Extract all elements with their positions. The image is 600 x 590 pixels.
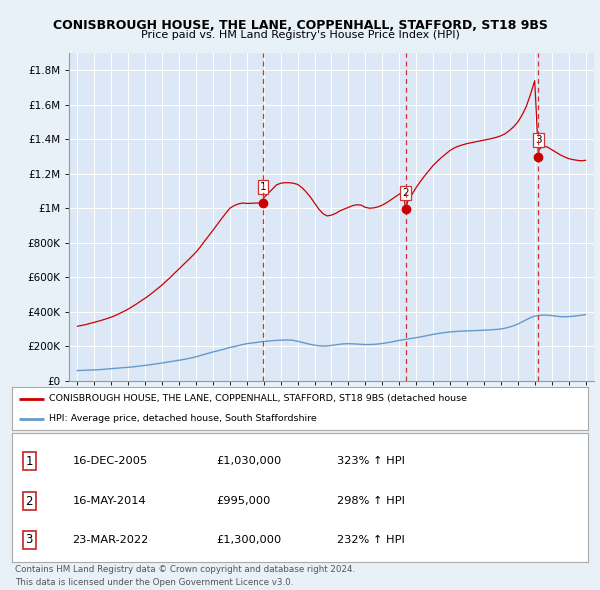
Text: 16-MAY-2014: 16-MAY-2014 — [73, 496, 146, 506]
Text: £995,000: £995,000 — [217, 496, 271, 506]
Text: CONISBROUGH HOUSE, THE LANE, COPPENHALL, STAFFORD, ST18 9BS: CONISBROUGH HOUSE, THE LANE, COPPENHALL,… — [53, 19, 547, 32]
Text: 3: 3 — [26, 533, 33, 546]
Text: 2: 2 — [26, 495, 33, 508]
Text: 1: 1 — [260, 182, 266, 192]
Text: 16-DEC-2005: 16-DEC-2005 — [73, 456, 148, 466]
Text: 232% ↑ HPI: 232% ↑ HPI — [337, 535, 406, 545]
Text: 323% ↑ HPI: 323% ↑ HPI — [337, 456, 406, 466]
Text: 298% ↑ HPI: 298% ↑ HPI — [337, 496, 406, 506]
Text: CONISBROUGH HOUSE, THE LANE, COPPENHALL, STAFFORD, ST18 9BS (detached house: CONISBROUGH HOUSE, THE LANE, COPPENHALL,… — [49, 395, 467, 404]
Text: £1,300,000: £1,300,000 — [217, 535, 282, 545]
Text: £1,030,000: £1,030,000 — [217, 456, 282, 466]
Text: 1: 1 — [26, 455, 33, 468]
Text: Price paid vs. HM Land Registry's House Price Index (HPI): Price paid vs. HM Land Registry's House … — [140, 30, 460, 40]
Text: Contains HM Land Registry data © Crown copyright and database right 2024.
This d: Contains HM Land Registry data © Crown c… — [15, 565, 355, 586]
Text: 3: 3 — [535, 135, 542, 145]
Text: HPI: Average price, detached house, South Staffordshire: HPI: Average price, detached house, Sout… — [49, 414, 317, 424]
Text: 2: 2 — [402, 188, 409, 198]
Text: 23-MAR-2022: 23-MAR-2022 — [73, 535, 149, 545]
